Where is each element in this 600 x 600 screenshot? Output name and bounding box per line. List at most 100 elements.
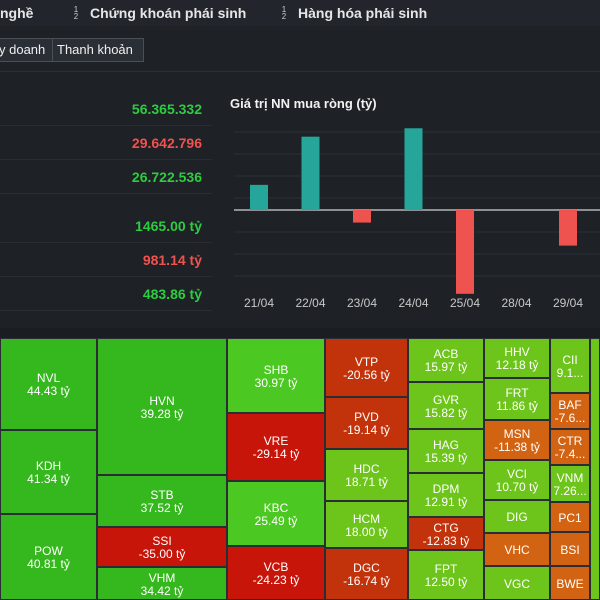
x-tick-label: 28/04: [501, 296, 531, 310]
treemap-cell-dpm[interactable]: DPM 12.91 tỷ: [408, 473, 484, 517]
stat-value: 29.642.796: [131, 135, 202, 151]
chart-bar[interactable]: [404, 128, 423, 210]
treemap-cell-hvn[interactable]: HVN 39.28 tỷ: [97, 338, 227, 475]
ticker-label: VRE: [263, 434, 289, 448]
x-tick-label: 29/04: [553, 296, 583, 310]
ticker-label: NVL: [36, 371, 61, 385]
net-value-label: 18.71 tỷ: [345, 475, 388, 489]
treemap-cell-acb[interactable]: ACB 15.97 tỷ: [408, 338, 484, 382]
ticker-label: GVR: [432, 392, 459, 407]
treemap-cell-cii[interactable]: CII 9.1...: [550, 338, 590, 393]
treemap-cell-pc1[interactable]: PC1: [550, 502, 590, 532]
net-value-label: 15.97 tỷ: [424, 360, 468, 374]
ticker-label: BSI: [560, 542, 580, 557]
x-tick-label: 25/04: [450, 296, 480, 310]
ticker-label: VCB: [263, 560, 289, 574]
ticker-label: DIG: [506, 510, 528, 524]
net-value-label: -24.23 tỷ: [252, 573, 300, 587]
x-tick-label: 22/04: [295, 296, 325, 310]
net-value-label: 10.70 tỷ: [495, 480, 539, 494]
treemap-cell-kdh[interactable]: KDH 41.34 tỷ: [0, 430, 97, 514]
ticker-label: DGC: [353, 561, 380, 575]
net-value-label: 34.42 tỷ: [140, 583, 184, 598]
treemap-cell-pow[interactable]: POW 40.81 tỷ: [0, 514, 97, 600]
chart-bar[interactable]: [301, 136, 320, 210]
stat-row: 483.86 tỷ: [0, 277, 212, 311]
treemap-cell-vgc[interactable]: VGC: [484, 566, 550, 600]
foreign-net-buy-chart: Giá trị NN mua ròng (tỷ) 21/04 22/04 23/04…: [212, 72, 600, 328]
ticker-label: STB: [150, 488, 174, 502]
chart-bar[interactable]: [353, 210, 371, 223]
net-value-label: 11.86 tỷ: [496, 399, 538, 413]
net-value-label: 18.00 tỷ: [345, 524, 388, 539]
ticker-label: VGC: [503, 576, 530, 591]
treemap-cell-vhc[interactable]: VHC: [484, 533, 550, 566]
chart-bar[interactable]: [559, 210, 577, 246]
tab-liquidity[interactable]: Thanh khoản: [52, 38, 144, 62]
net-value-label: 9.1...: [556, 365, 584, 380]
treemap-cell-msn[interactable]: MSN -11.38 tỷ: [484, 420, 550, 460]
net-value-label: 40.81 tỷ: [27, 557, 70, 571]
treemap-cell-dig[interactable]: DIG: [484, 500, 550, 533]
treemap-cell-pvd[interactable]: PVD -19.14 tỷ: [325, 397, 408, 449]
net-value-label: 15.39 tỷ: [424, 451, 468, 465]
treemap-cell-baf[interactable]: BAF -7.6...: [550, 393, 590, 429]
net-value-label: 37.52 tỷ: [140, 501, 184, 515]
ticker-label: HCM: [352, 511, 381, 526]
treemap-cell-stb[interactable]: STB 37.52 tỷ: [97, 475, 227, 527]
stat-value: 26.722.536: [131, 169, 202, 185]
treemap-cell-ctr[interactable]: CTR -7.4...: [550, 429, 590, 465]
treemap-cell-kbc[interactable]: KBC 25.49 tỷ: [227, 481, 325, 546]
ticker-label: HAG: [432, 438, 459, 452]
treemap-cell-vtp[interactable]: VTP -20.56 tỷ: [325, 338, 408, 397]
ticker-label: POW: [34, 544, 63, 558]
treemap-cell-vcb[interactable]: VCB -24.23 tỷ: [227, 546, 325, 600]
nav-item-label[interactable]: Hàng hóa phái sinh: [298, 5, 428, 21]
treemap-cell-hcm[interactable]: HCM 18.00 tỷ: [325, 501, 408, 548]
nav-item-label[interactable]: nghề: [0, 5, 34, 21]
ticker-label: CII: [562, 352, 578, 367]
nav-item-industry[interactable]: nghề: [0, 5, 33, 21]
treemap-cell-hag[interactable]: HAG 15.39 tỷ: [408, 429, 484, 473]
stat-row: 56.365.332: [0, 92, 212, 126]
net-value-label: -11.38 tỷ: [494, 440, 540, 454]
net-value-label: 12.91 tỷ: [424, 495, 468, 509]
ticker-label: SSI: [152, 534, 172, 548]
stat-row: 29.642.796: [0, 126, 212, 160]
treemap-cell-ssi[interactable]: SSI -35.00 tỷ: [97, 527, 227, 567]
stat-value: 56.365.332: [131, 101, 202, 117]
chart-bar[interactable]: [456, 210, 474, 294]
treemap-cell-nvl[interactable]: NVL 44.43 tỷ: [0, 338, 97, 430]
treemap-cell-bwe[interactable]: BWE: [550, 566, 590, 600]
treemap-cell-ctg[interactable]: CTG -12.83 tỷ: [408, 517, 484, 550]
ticker-label: VCI: [506, 467, 527, 481]
treemap-cell-hdc[interactable]: HDC 18.71 tỷ: [325, 449, 408, 501]
net-value-label: -35.00 tỷ: [138, 547, 186, 561]
nav-item-label[interactable]: Chứng khoán phái sinh: [90, 5, 247, 21]
treemap-cell-frt[interactable]: FRT 11.86 tỷ: [484, 378, 550, 420]
stat-row: 26.722.536: [0, 160, 212, 194]
ticker-label: HVN: [149, 393, 175, 408]
treemap-cell-vhm[interactable]: VHM 34.42 tỷ: [97, 567, 227, 600]
ticker-label: MSN: [503, 427, 531, 441]
ticker-label: VNM: [556, 470, 584, 485]
treemap-cell-vre[interactable]: VRE -29.14 tỷ: [227, 413, 325, 481]
treemap-cell-hhv[interactable]: HHV 12.18 tỷ: [484, 338, 550, 378]
net-value-label: -20.56 tỷ: [343, 367, 390, 382]
net-value-label: -7.4...: [554, 447, 586, 461]
treemap-cell-shb[interactable]: SHB 30.97 tỷ: [227, 338, 325, 413]
treemap-cell-bsi[interactable]: BSI: [550, 532, 590, 566]
treemap-cell-vci[interactable]: VCI 10.70 tỷ: [484, 460, 550, 500]
treemap-cell-vnm[interactable]: VNM 7.26...: [550, 465, 590, 502]
treemap-cell-fpt[interactable]: FPT 12.50 tỷ: [408, 550, 484, 600]
tab-revenue[interactable]: y doanh: [0, 38, 53, 62]
net-value-label: 39.28 tỷ: [140, 406, 184, 421]
chart-bar[interactable]: [250, 184, 268, 210]
net-value-label: -12.83 tỷ: [422, 533, 470, 548]
treemap-cell-gvr[interactable]: GVR 15.82 tỷ: [408, 382, 484, 429]
treemap-cell-dgc[interactable]: DGC -16.74 tỷ: [325, 548, 408, 600]
